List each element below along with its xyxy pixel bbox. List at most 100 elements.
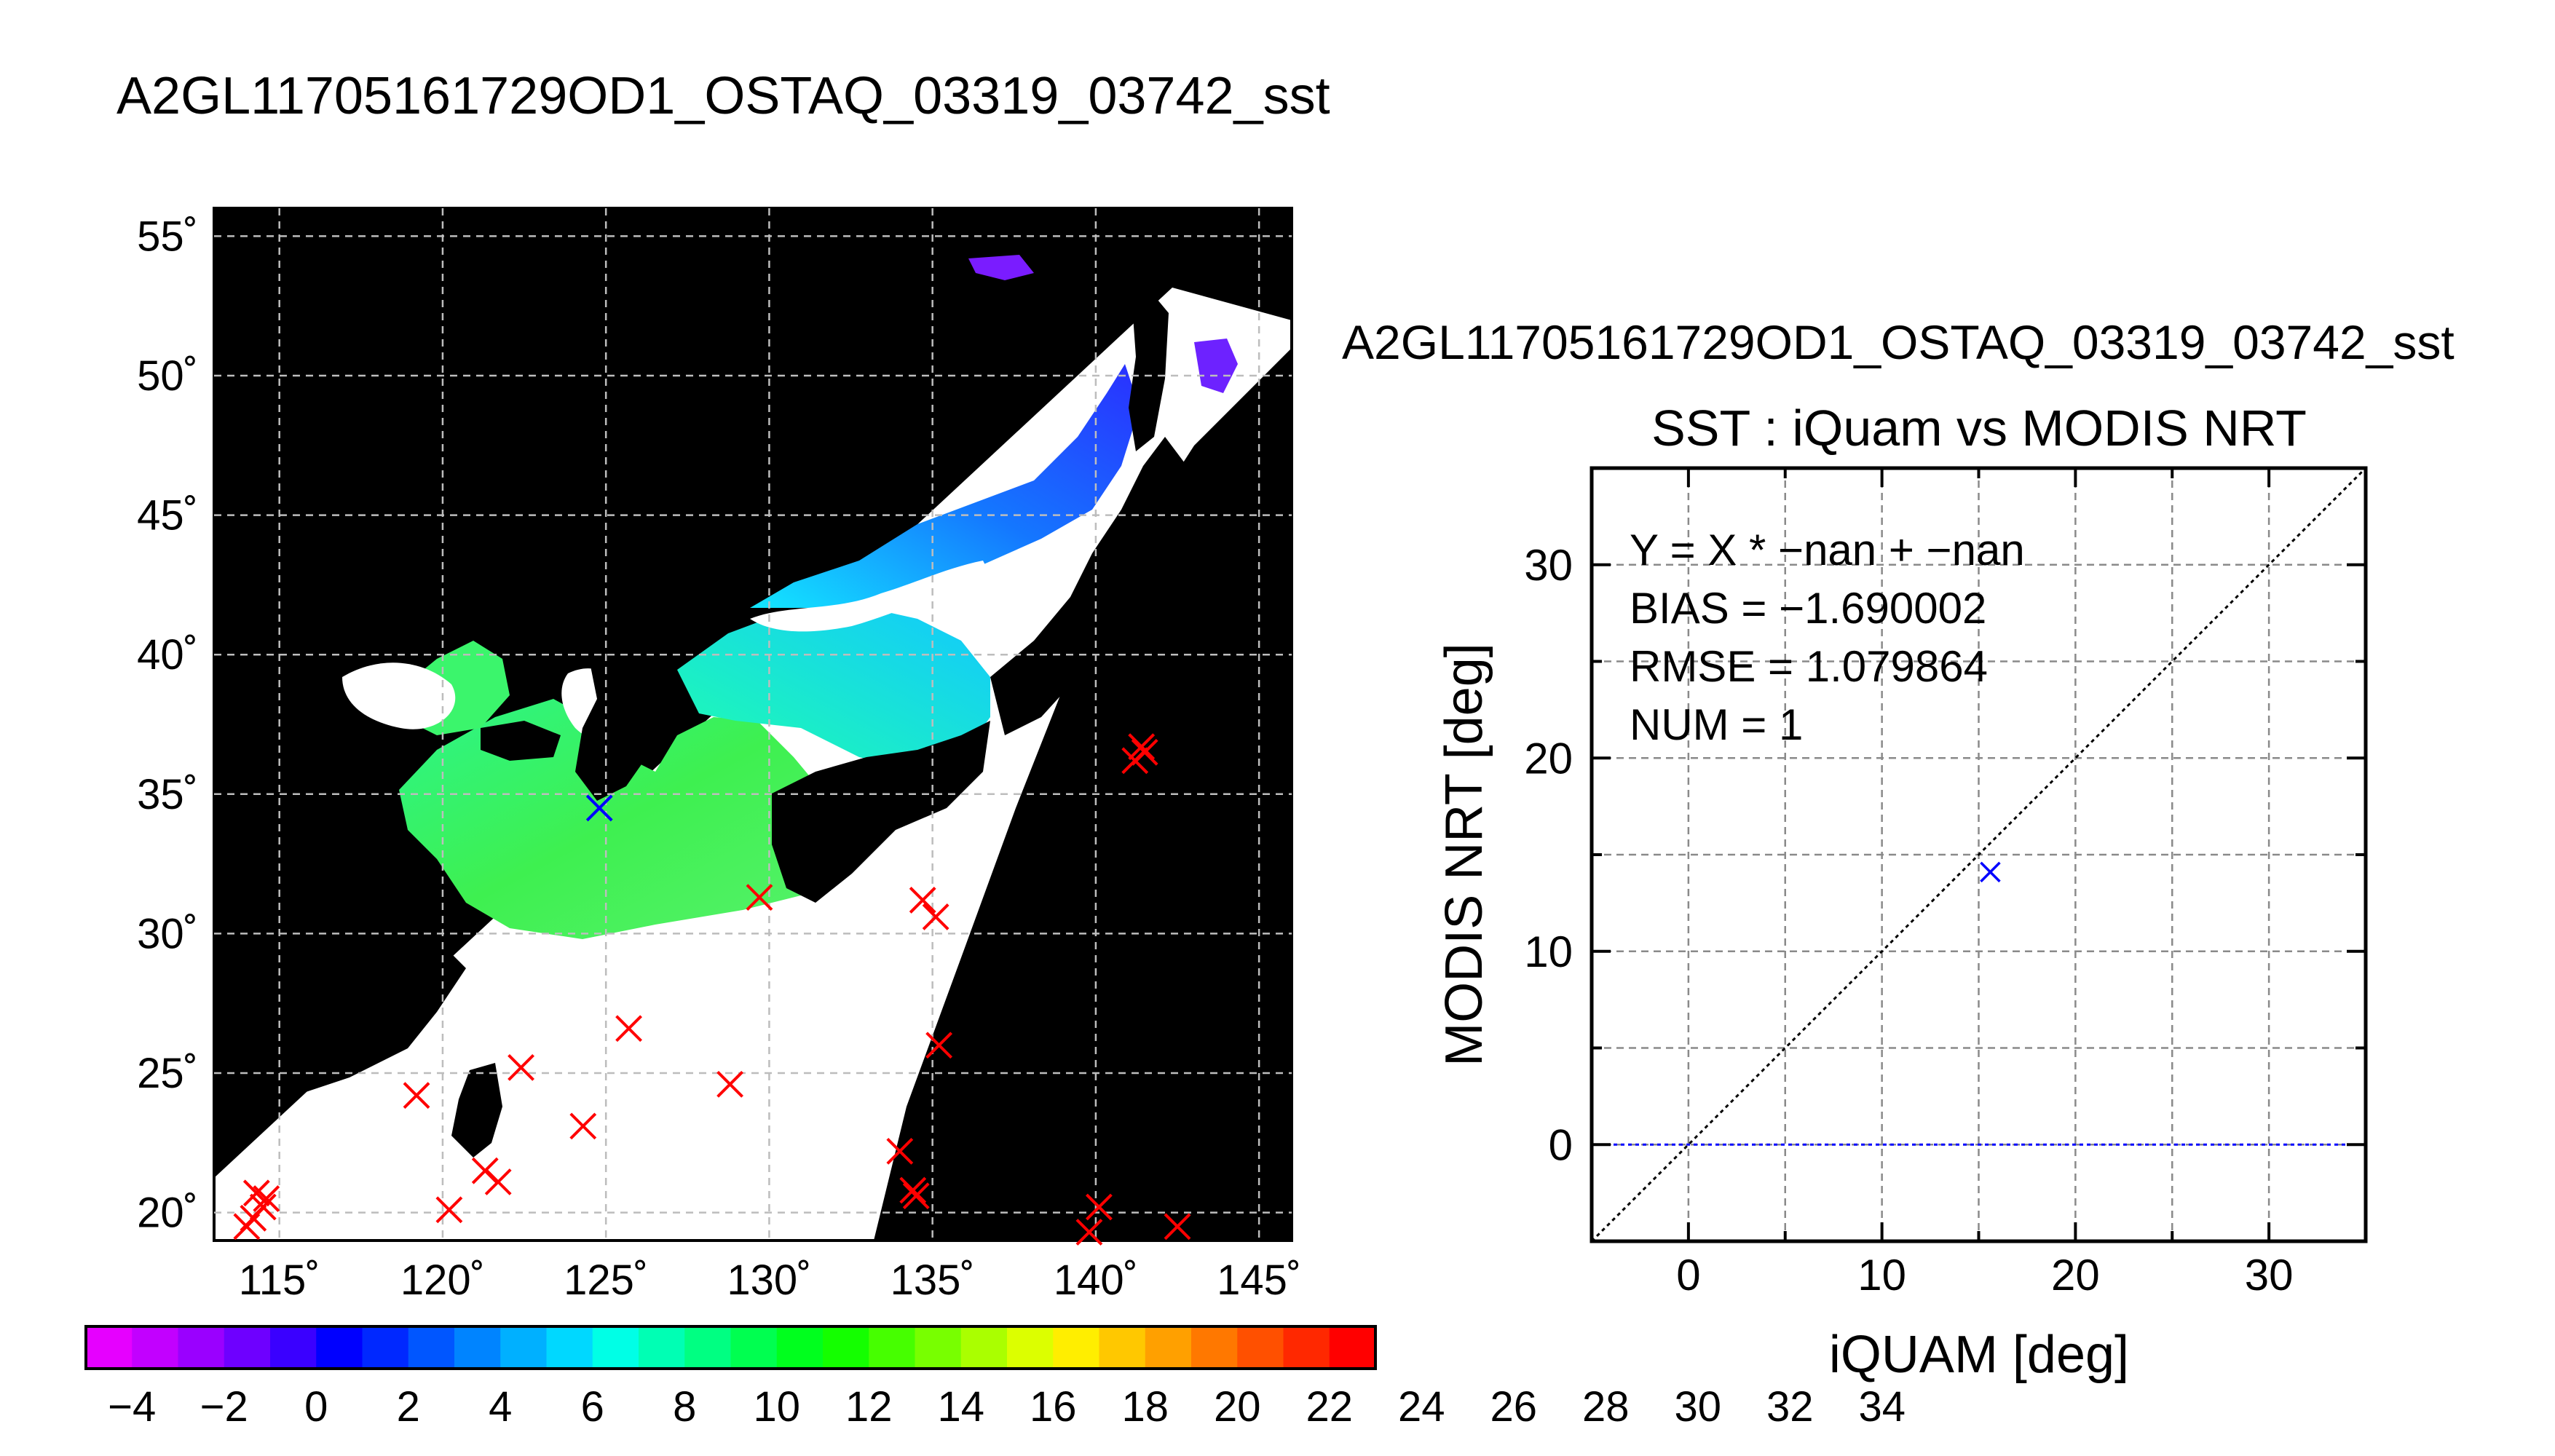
map-lon-label: 120˚	[400, 1257, 485, 1304]
colorbar-swatch	[1237, 1326, 1284, 1369]
colorbar-swatch	[1283, 1326, 1330, 1369]
colorbar-swatch	[776, 1326, 824, 1369]
scatter-title: SST : iQuam vs MODIS NRT	[1651, 400, 2307, 456]
land-sakhalin	[1129, 291, 1169, 451]
buoy-marker	[435, 1196, 463, 1224]
sst-okhotsk	[1194, 339, 1238, 393]
colorbar-label: −2	[200, 1383, 248, 1431]
buoy-marker	[886, 1137, 914, 1165]
scatter-ytick-label: 20	[1524, 734, 1573, 783]
scatter-xtick-label: 30	[2245, 1251, 2294, 1299]
colorbar-swatch	[592, 1326, 639, 1369]
buoy-marker	[746, 884, 773, 911]
land-shandong	[481, 721, 561, 761]
scatter-annotations: Y = X * −nan + −nan BIAS = −1.690002 RMSE …	[1630, 526, 2025, 749]
map-buoy-markers	[233, 733, 1191, 1246]
matched-buoy-marker	[585, 794, 613, 822]
land-korea	[575, 626, 655, 801]
scatter-ticks: 0 10 20 30 0 10 20 30	[1524, 467, 2367, 1299]
colorbar-label: 32	[1766, 1383, 1814, 1431]
scatter-ytick-label: 0	[1549, 1120, 1573, 1169]
buoy-marker	[899, 1176, 927, 1204]
colorbar-frame	[84, 1325, 1377, 1370]
colorbar-label: 22	[1306, 1383, 1353, 1431]
map-lat-label: 35˚	[137, 771, 198, 818]
scatter-xlabel: iQUAM [deg]	[1829, 1326, 2129, 1384]
scatter-points	[1980, 861, 2001, 883]
colorbar-label: 8	[673, 1383, 696, 1431]
colorbar	[84, 1325, 1377, 1370]
colorbar-swatch	[408, 1326, 455, 1369]
land-japan-kyushu-honshu	[772, 721, 990, 903]
colorbar-swatch	[270, 1326, 317, 1369]
identity-line	[1590, 467, 2367, 1243]
map-title: A2GL11705161729OD1_OSTAQ_03319_03742_sst	[117, 67, 1330, 125]
colorbar-swatch	[1145, 1326, 1192, 1369]
scatter-ylabel: MODIS NRT [deg]	[1435, 643, 1493, 1067]
colorbar-swatch	[224, 1326, 271, 1369]
colorbar-label: 12	[845, 1383, 893, 1431]
colorbar-swatch	[684, 1326, 732, 1369]
colorbar-label: −4	[108, 1383, 156, 1431]
map-lon-label: 115˚	[239, 1257, 320, 1304]
buoy-marker	[1131, 738, 1158, 766]
colorbar-swatch	[823, 1326, 869, 1369]
scatter-annotation: NUM = 1	[1630, 700, 1803, 749]
buoy-marker	[569, 1112, 597, 1140]
buoy-marker	[716, 1070, 744, 1098]
colorbar-swatch	[915, 1326, 962, 1369]
buoy-marker	[240, 1204, 267, 1232]
colorbar-swatch	[178, 1326, 225, 1369]
scatter-ytick-label: 10	[1524, 927, 1573, 976]
cloud-streak	[750, 561, 990, 632]
buoy-marker	[909, 887, 936, 914]
sst-okhotsk-north	[968, 255, 1034, 280]
colorbar-label: 4	[489, 1383, 512, 1431]
sst-sea-of-japan	[677, 604, 990, 772]
cloud-patch	[342, 662, 456, 729]
colorbar-label: 10	[753, 1383, 800, 1431]
map-area	[214, 208, 1292, 1241]
scatter-point	[1980, 861, 2001, 883]
colorbar-swatch	[1053, 1326, 1100, 1369]
scatter-annotation: RMSE = 1.079864	[1630, 642, 1988, 691]
colorbar-label: 24	[1398, 1383, 1445, 1431]
sst-north-pacific	[750, 364, 1140, 608]
map-lon-label: 135˚	[891, 1257, 975, 1304]
colorbar-label: 30	[1674, 1383, 1721, 1431]
colorbar-swatch	[546, 1326, 593, 1369]
map-latitude-labels: 55˚ 50˚ 45˚ 40˚ 35˚ 30˚ 25˚ 20˚	[137, 213, 198, 1236]
scatter-xtick-label: 0	[1676, 1251, 1700, 1299]
buoy-marker	[508, 1053, 534, 1081]
colorbar-swatch	[316, 1326, 363, 1369]
buoy-marker	[1085, 1193, 1113, 1221]
land-taiwan	[451, 1063, 502, 1158]
colorbar-swatch	[500, 1326, 548, 1369]
map-lat-label: 40˚	[137, 631, 198, 678]
buoy-marker	[615, 1015, 642, 1042]
colorbar-swatch	[362, 1326, 409, 1369]
map-lat-label: 50˚	[137, 352, 198, 400]
colorbar-swatch	[1191, 1326, 1238, 1369]
buoy-marker	[902, 1182, 930, 1210]
map-lat-label: 55˚	[137, 213, 198, 260]
colorbar-swatch	[1329, 1326, 1376, 1369]
buoy-marker	[922, 903, 949, 930]
colorbar-swatch	[454, 1326, 501, 1369]
buoy-marker	[1164, 1213, 1191, 1241]
colorbar-label: 20	[1214, 1383, 1261, 1431]
map-longitude-labels: 115˚ 120˚ 125˚ 130˚ 135˚ 140˚ 145˚	[239, 1257, 1301, 1304]
colorbar-swatch	[86, 1326, 133, 1369]
colorbar-label: 16	[1030, 1383, 1077, 1431]
map-lat-label: 30˚	[137, 910, 198, 957]
colorbar-swatch	[730, 1326, 778, 1369]
colorbar-swatch	[132, 1326, 179, 1369]
map-lat-label: 45˚	[137, 492, 198, 539]
buoy-marker	[1128, 733, 1156, 761]
colorbar-label: 34	[1858, 1383, 1906, 1431]
colorbar-swatch	[1099, 1326, 1146, 1369]
map-lat-label: 25˚	[137, 1050, 198, 1097]
colorbar-swatch	[639, 1326, 685, 1369]
scatter-ytick-label: 30	[1524, 541, 1573, 590]
